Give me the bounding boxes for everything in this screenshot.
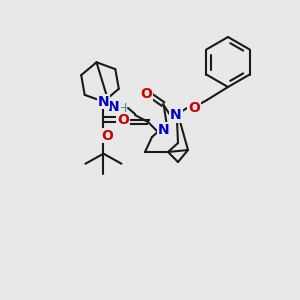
Text: H: H bbox=[117, 101, 127, 115]
Text: O: O bbox=[117, 116, 129, 130]
Text: N: N bbox=[98, 95, 109, 109]
Text: O: O bbox=[140, 87, 152, 101]
Text: N: N bbox=[108, 100, 120, 114]
Text: O: O bbox=[101, 129, 113, 143]
Text: N: N bbox=[158, 123, 170, 137]
Text: N: N bbox=[170, 108, 182, 122]
Text: O: O bbox=[188, 101, 200, 115]
Text: O: O bbox=[118, 113, 129, 127]
